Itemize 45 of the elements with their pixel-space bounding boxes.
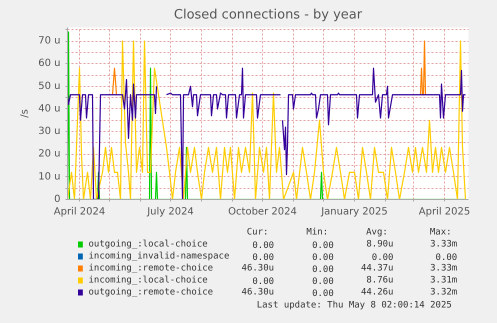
- text: 8.76u: [366, 276, 394, 286]
- x-tick-label: April 2025: [418, 206, 470, 218]
- text: 0.00: [252, 241, 274, 251]
- text: 46.30u: [242, 264, 274, 274]
- y-tick-label: 30 u: [38, 126, 61, 138]
- text: 3.31m: [430, 276, 458, 286]
- x-tick-label: January 2025: [320, 206, 388, 218]
- text: Min:: [306, 228, 328, 238]
- text: 44.37u: [360, 264, 394, 274]
- y-tick-label: 40 u: [38, 103, 61, 114]
- text: 0.00: [312, 277, 334, 287]
- text: Avg:: [366, 228, 388, 238]
- legend-label: outgoing_:remote-choice: [88, 288, 214, 298]
- y-tick-label: 50 u: [38, 80, 61, 92]
- y-axis-title: /s: [19, 109, 30, 118]
- text: 8.90u: [366, 240, 394, 250]
- text: 0.00: [312, 289, 334, 299]
- legend-label: outgoing_:local-choice: [88, 240, 208, 250]
- y-tick-label: 60 u: [38, 58, 61, 70]
- text: 3.33m: [430, 240, 458, 250]
- text: 0.00: [252, 253, 274, 263]
- text: 3.32m: [430, 288, 458, 298]
- text: 0.00: [252, 277, 274, 287]
- x-tick-label: July 2024: [146, 206, 194, 218]
- legend-label: incoming_:local-choice: [88, 276, 208, 286]
- text: 3.33m: [430, 264, 458, 274]
- x-tick-label: April 2024: [54, 206, 106, 218]
- text: 44.26u: [360, 288, 394, 298]
- y-tick-label: 20 u: [38, 148, 61, 160]
- y-tick-label: 70 u: [38, 36, 61, 47]
- text: 0.00: [312, 265, 334, 275]
- text: 0.00: [312, 253, 334, 263]
- text: 0.00: [436, 253, 458, 263]
- y-tick-label: 0: [54, 194, 61, 205]
- y-tick-label: 10 u: [38, 171, 61, 182]
- x-tick-label: October 2024: [228, 206, 297, 218]
- text: 0.00: [312, 241, 334, 251]
- text: 0.00: [372, 253, 394, 263]
- legend-label: incoming_invalid-namespace: [88, 252, 230, 262]
- text: Max:: [430, 228, 452, 238]
- chart-title: Closed connections - by year: [174, 8, 363, 22]
- text: Last update: Thu May 8 02:00:14 2025: [256, 300, 452, 310]
- text: Cur:: [246, 228, 268, 238]
- text: 46.30u: [242, 288, 274, 298]
- legend-label: incoming_:remote-choice: [88, 264, 214, 274]
